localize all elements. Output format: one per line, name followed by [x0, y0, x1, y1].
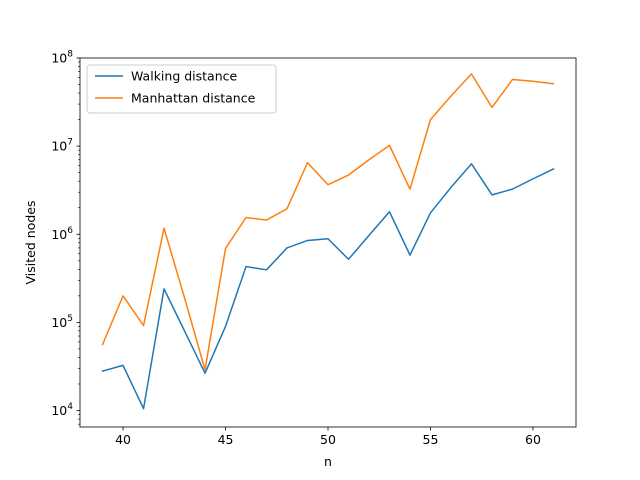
y-tick-base: 10 — [51, 227, 67, 242]
series-line-1 — [101, 73, 555, 371]
legend-label: Manhattan distance — [131, 91, 256, 106]
series-line-0 — [101, 163, 555, 410]
x-axis-ticks: 40 45 50 55 60 — [115, 427, 541, 447]
x-tick-label: 60 — [525, 432, 541, 447]
legend-box — [86, 64, 277, 114]
y-tick-base: 10 — [51, 139, 67, 154]
x-axis-label: n — [324, 454, 332, 469]
legend: Walking distance Manhattan distance — [86, 64, 277, 114]
y-tick-exponent: 6 — [67, 226, 73, 236]
legend-items: Walking distance Manhattan distance — [95, 69, 256, 106]
series-layer — [101, 73, 555, 410]
y-tick-base: 10 — [51, 315, 67, 330]
y-tick-label: 105 — [51, 314, 73, 330]
y-tick-exponent: 7 — [67, 138, 73, 148]
y-tick-label: 106 — [51, 226, 73, 242]
y-tick-label: 104 — [51, 402, 73, 418]
y-tick-base: 10 — [51, 403, 67, 418]
y-tick-exponent: 8 — [67, 50, 73, 60]
legend-label: Walking distance — [131, 69, 238, 84]
x-tick-label: 40 — [115, 432, 131, 447]
y-tick-label: 108 — [51, 50, 73, 66]
y-tick-label: 107 — [51, 138, 73, 154]
x-tick-label: 55 — [423, 432, 439, 447]
x-tick-label: 45 — [218, 432, 234, 447]
y-tick-exponent: 5 — [67, 314, 73, 324]
y-axis-label: Visited nodes — [23, 201, 38, 285]
x-tick-label: 50 — [320, 432, 336, 447]
y-tick-base: 10 — [51, 51, 67, 66]
y-tick-exponent: 4 — [67, 402, 73, 412]
